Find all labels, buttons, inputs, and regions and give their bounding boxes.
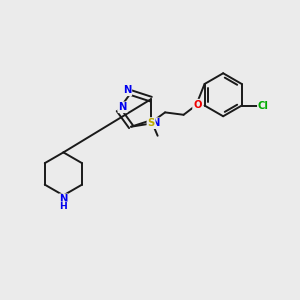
- Text: H: H: [59, 202, 67, 211]
- Text: Cl: Cl: [258, 100, 269, 110]
- Text: N: N: [118, 102, 127, 112]
- Text: O: O: [193, 100, 202, 110]
- Text: N: N: [151, 118, 159, 128]
- Text: N: N: [59, 194, 68, 204]
- Text: N: N: [123, 85, 131, 95]
- Text: S: S: [147, 118, 155, 128]
